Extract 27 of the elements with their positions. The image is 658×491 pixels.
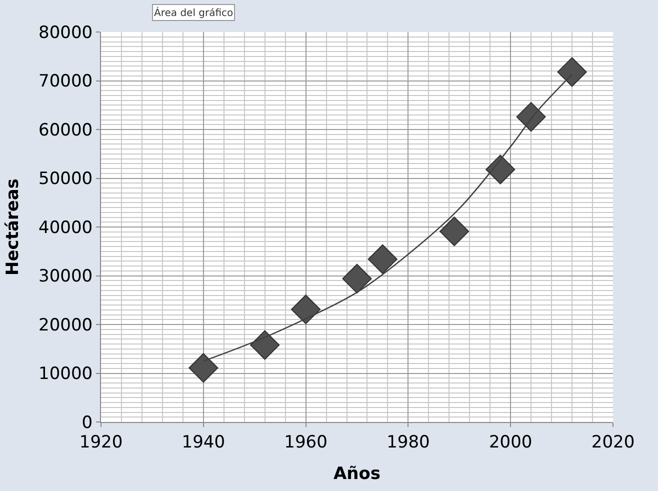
point [250, 330, 280, 360]
y-tick-label: 70000 [38, 72, 93, 92]
point [291, 294, 321, 324]
y-tick-label: 50000 [38, 169, 93, 190]
x-tick-label: 1960 [284, 432, 328, 452]
y-tick-label: 20000 [38, 315, 93, 336]
y-axis-title: Hectáreas [3, 178, 24, 276]
point [439, 216, 470, 246]
point [368, 244, 398, 274]
x-tick-label: 1920 [79, 432, 123, 452]
y-tick-label: 0 [82, 412, 93, 433]
point [486, 154, 516, 184]
y-tick-label: 80000 [38, 22, 93, 43]
y-tick-label: 10000 [38, 364, 93, 384]
x-axis-title: Años [333, 464, 381, 484]
y-tick-label: 60000 [38, 120, 93, 140]
y-tick-label: 30000 [38, 266, 93, 287]
point [557, 57, 587, 87]
text: Área del gráfico [154, 6, 234, 19]
x-tick-label: 2020 [591, 432, 635, 452]
x-tick-label: 1940 [182, 432, 226, 452]
x-tick-label: 2000 [488, 432, 532, 452]
point [516, 102, 546, 132]
x-tick-label: 1980 [386, 432, 430, 452]
point [188, 353, 218, 383]
point [342, 264, 372, 294]
y-tick-label: 40000 [38, 218, 93, 238]
